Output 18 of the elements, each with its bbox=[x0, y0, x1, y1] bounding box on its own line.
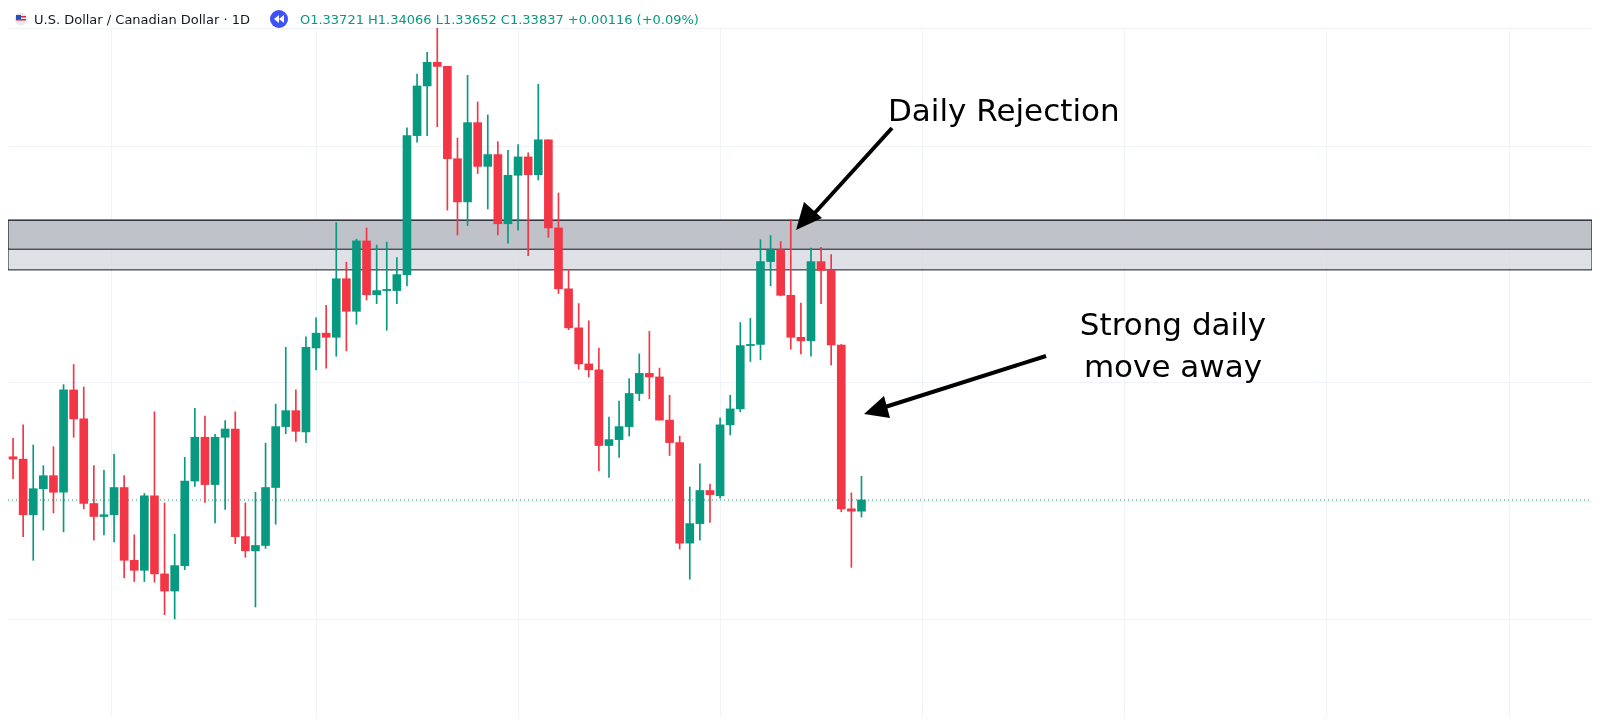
text: Daily Rejection bbox=[888, 92, 1120, 128]
candlestick bbox=[321, 305, 331, 369]
candlestick bbox=[483, 114, 493, 210]
candlestick bbox=[705, 483, 715, 523]
candlestick bbox=[89, 465, 99, 541]
candlestick bbox=[220, 420, 230, 510]
candlestick bbox=[523, 152, 533, 257]
candlestick bbox=[8, 438, 18, 479]
candlestick bbox=[129, 534, 139, 582]
candlestick bbox=[816, 247, 826, 304]
candlestick bbox=[614, 400, 624, 458]
chart-title: U.S. Dollar / Canadian Dollar · 1D bbox=[34, 11, 250, 27]
text: O1.33721 H1.34066 L1.33652 C1.33837 +0.00116 (+0.09%) bbox=[299, 11, 699, 27]
text: Strong daily move away bbox=[1078, 305, 1268, 386]
candlestick bbox=[99, 470, 109, 536]
candlestick bbox=[584, 320, 594, 378]
candlestick bbox=[604, 416, 614, 478]
candlestick bbox=[513, 144, 523, 231]
